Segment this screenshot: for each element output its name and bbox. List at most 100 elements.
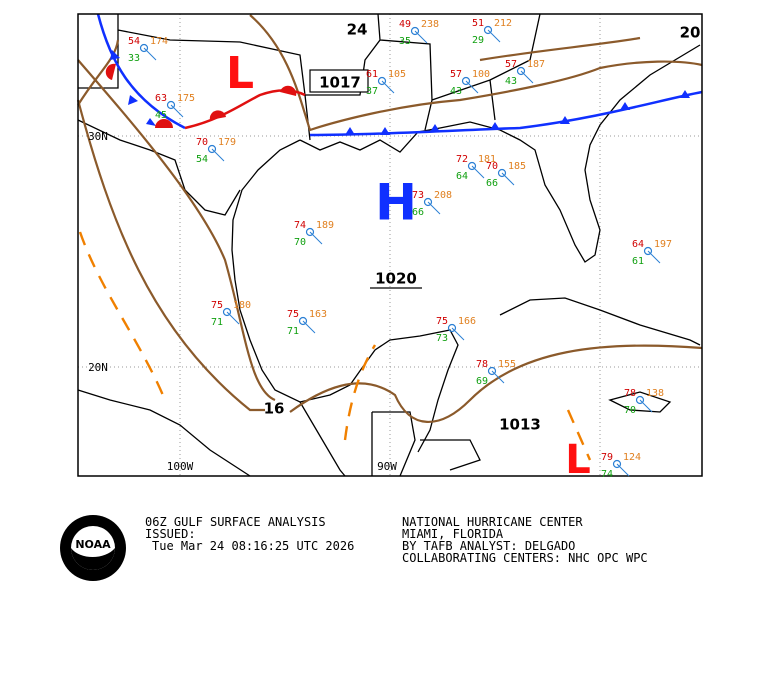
warm-front: [105, 63, 306, 130]
station-dew: 69: [476, 376, 488, 387]
station-temp: 73: [412, 190, 424, 201]
station-temp: 70: [486, 161, 498, 172]
station: [635, 395, 645, 405]
isobar-label: 20: [680, 24, 701, 42]
isobar-label: 1013: [499, 416, 541, 434]
station-pressure: 238: [421, 19, 439, 30]
station-dew: 45: [155, 110, 167, 121]
station-pressure: 175: [177, 93, 195, 104]
logo-text: NOAA: [75, 538, 111, 551]
wind-barb: [226, 311, 240, 325]
station-pressure: 208: [434, 190, 452, 201]
station: [166, 100, 176, 110]
station: [377, 76, 387, 86]
isobar-label-frames: [309, 69, 422, 289]
wind-barb: [465, 80, 479, 94]
station: [423, 197, 433, 207]
station-dew: 29: [472, 35, 484, 46]
station: [410, 26, 420, 36]
station-temp: 75: [436, 316, 448, 327]
station-temp: 74: [294, 220, 306, 231]
wind-barb: [302, 320, 316, 334]
station-pressure: 180: [233, 300, 251, 311]
wind-barb: [520, 70, 534, 84]
axis-label: 100W: [167, 460, 194, 473]
footer-analyst: BY TAFB ANALYST: DELGADO: [402, 539, 575, 553]
station-dew: 71: [211, 317, 223, 328]
station-temp: 51: [472, 18, 484, 29]
station-pressure: 174: [150, 36, 168, 47]
wind-barb: [170, 104, 184, 118]
station-temp: 78: [624, 388, 636, 399]
wind-barb: [616, 463, 630, 477]
footer-title: 06Z GULF SURFACE ANALYSIS: [145, 515, 326, 529]
station: [461, 76, 471, 86]
station-temp: 49: [399, 19, 411, 30]
station-temp: 75: [287, 309, 299, 320]
station-pressure: 185: [508, 161, 526, 172]
wind-barb: [491, 370, 505, 384]
station: [139, 43, 149, 53]
station-pressure: 124: [623, 452, 641, 463]
pressure-center: L: [565, 437, 591, 483]
station-dew: 73: [436, 333, 448, 344]
station-temp: 78: [476, 359, 488, 370]
station-pressure: 166: [458, 316, 476, 327]
station-dew: 54: [196, 154, 208, 165]
station-dew: 43: [450, 86, 462, 97]
station-dew: 64: [456, 171, 468, 182]
noaa-logo: NOAA: [60, 515, 126, 581]
station-pressure: 105: [388, 69, 406, 80]
footer-collab: COLLABORATING CENTERS: NHC OPC WPC: [402, 551, 648, 565]
axis-label: 20N: [88, 361, 108, 374]
axis-label: 30N: [88, 130, 108, 143]
isobar-label: 24: [347, 21, 368, 39]
station-pressure: 197: [654, 239, 672, 250]
station: [467, 161, 477, 171]
station: [516, 66, 526, 76]
map-frame: [77, 13, 703, 477]
station-temp: 72: [456, 154, 468, 165]
footer-time: Tue Mar 24 08:16:25 UTC 2026: [152, 539, 354, 553]
coastline: [77, 13, 701, 477]
station-temp: 57: [505, 59, 517, 70]
station-pressure: 212: [494, 18, 512, 29]
station-dew: 61: [632, 256, 644, 267]
station-temp: 64: [632, 239, 644, 250]
station: [483, 25, 493, 35]
station-pressure: 163: [309, 309, 327, 320]
wind-barb: [309, 231, 323, 245]
wind-barb: [451, 327, 465, 341]
station-pressure: 138: [646, 388, 664, 399]
station-pressure: 181: [478, 154, 496, 165]
wind-barb: [143, 47, 157, 61]
station-temp: 61: [366, 69, 378, 80]
station-pressure: 189: [316, 220, 334, 231]
footer-city: MIAMI, FLORIDA: [402, 527, 504, 541]
station: [305, 227, 315, 237]
station-temp: 70: [196, 137, 208, 148]
map: 24 1017 1020 1013 16 20 H L L 30N 20N 100W 90W 54 174 3…: [76, 13, 703, 483]
station-temp: 75: [211, 300, 223, 311]
station-temp: 57: [450, 69, 462, 80]
wind-barb: [501, 172, 515, 186]
station-dew: 66: [486, 178, 498, 189]
station: [643, 246, 653, 256]
wind-barb: [414, 30, 428, 44]
station-dew: 71: [287, 326, 299, 337]
isobar-label: 1017: [319, 74, 361, 92]
station-pressure: 100: [472, 69, 490, 80]
graticule: [78, 14, 702, 476]
station-dew: 33: [128, 53, 140, 64]
station: [487, 366, 497, 376]
isobar-label: 16: [264, 400, 285, 418]
wind-barb: [471, 165, 485, 179]
station: [612, 459, 622, 469]
station-pressure: 179: [218, 137, 236, 148]
station: [447, 323, 457, 333]
footer-center: NATIONAL HURRICANE CENTER: [402, 515, 583, 529]
station: [222, 307, 232, 317]
cold-front: [96, 13, 703, 137]
